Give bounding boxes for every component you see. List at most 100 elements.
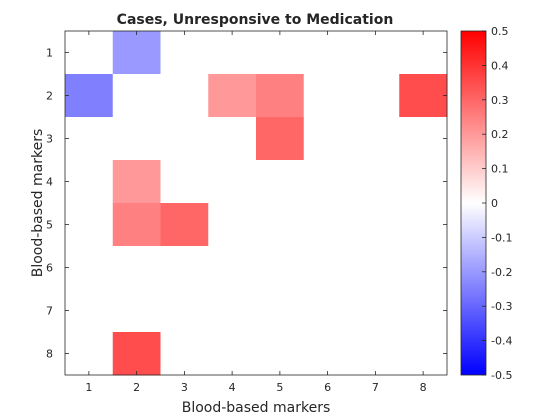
- heatmap-cell: [65, 289, 114, 333]
- heatmap-cell: [160, 246, 209, 290]
- heatmap-cell: [256, 160, 305, 204]
- colorbar-tick-label: 0.4: [491, 59, 509, 72]
- x-axis-label: Blood-based markers: [182, 400, 331, 416]
- heatmap-cell: [112, 117, 161, 161]
- heatmap-cell: [160, 332, 209, 376]
- y-tick-label: 3: [46, 133, 53, 146]
- heatmap-cell: [65, 246, 114, 290]
- y-axis: 1 2 3 4 5 6 7 8: [46, 47, 447, 361]
- heatmap-cell: [303, 289, 352, 333]
- heatmap-cell: [399, 117, 448, 161]
- heatmap-cell: [303, 160, 352, 204]
- colorbar-tick-label: -0.4: [491, 335, 512, 348]
- heatmap-cell: [399, 74, 448, 118]
- x-tick-label: 6: [324, 381, 331, 394]
- heatmap-cell: [160, 203, 209, 247]
- x-tick-label: 7: [372, 381, 379, 394]
- heatmap-cell: [112, 246, 161, 290]
- colorbar-tick-label: -0.3: [491, 300, 512, 313]
- heatmap-cell: [208, 31, 257, 75]
- colorbar-tick-label: -0.2: [491, 266, 512, 279]
- heatmap-cell: [112, 160, 161, 204]
- heatmap-cell: [65, 332, 114, 376]
- heatmap-cell: [303, 332, 352, 376]
- heatmap-cell: [303, 117, 352, 161]
- heatmap-cell: [303, 203, 352, 247]
- heatmap-cell: [208, 117, 257, 161]
- x-tick-label: 5: [276, 381, 283, 394]
- colorbar-tick-label: 0: [491, 197, 498, 210]
- y-axis-label: Blood-based markers: [30, 129, 46, 278]
- heatmap-cell: [399, 246, 448, 290]
- y-tick-label: 2: [46, 90, 53, 103]
- heatmap-cell: [351, 203, 400, 247]
- heatmap-cell: [256, 74, 305, 118]
- heatmap-cell: [65, 31, 114, 75]
- heatmap-cell: [208, 160, 257, 204]
- x-tick-label: 2: [133, 381, 140, 394]
- heatmap-cell: [399, 160, 448, 204]
- y-tick-label: 1: [46, 47, 53, 60]
- heatmap-cell: [160, 31, 209, 75]
- colorbar-ticks: -0.5 -0.4 -0.3 -0.2 -0.1 0 0.1 0.2 0.3 0.4 0.5: [482, 25, 512, 382]
- colorbar-tick-label: -0.1: [491, 231, 512, 244]
- y-tick-label: 5: [46, 219, 53, 232]
- colorbar-tick-label: 0.2: [491, 128, 509, 141]
- heatmap-cell: [256, 31, 305, 75]
- heatmap-cell: [399, 332, 448, 376]
- y-tick-label: 4: [46, 176, 53, 189]
- chart-title: Cases, Unresponsive to Medication: [117, 12, 394, 28]
- colorbar-tick-label: 0.3: [491, 94, 509, 107]
- heatmap-cell: [160, 117, 209, 161]
- heatmap-cells: [65, 31, 448, 376]
- heatmap-cell: [112, 203, 161, 247]
- heatmap-cell: [303, 74, 352, 118]
- heatmap-cell: [351, 246, 400, 290]
- heatmap-cell: [303, 31, 352, 75]
- heatmap-cell: [112, 332, 161, 376]
- y-tick-label: 6: [46, 262, 53, 275]
- heatmap-cell: [399, 203, 448, 247]
- heatmap-cell: [160, 160, 209, 204]
- heatmap-cell: [351, 332, 400, 376]
- heatmap-cell: [399, 289, 448, 333]
- heatmap-cell: [351, 117, 400, 161]
- heatmap-cell: [112, 31, 161, 75]
- x-tick-label: 4: [229, 381, 236, 394]
- y-tick-label: 8: [46, 348, 53, 361]
- x-axis: 1 2 3 4 5 6 7 8: [85, 31, 427, 394]
- heatmap-cell: [160, 74, 209, 118]
- colorbar-tick-label: -0.5: [491, 369, 512, 382]
- heatmap-cell: [351, 160, 400, 204]
- colorbar: [460, 30, 487, 376]
- heatmap-cell: [208, 332, 257, 376]
- heatmap-cell: [256, 203, 305, 247]
- heatmap-cell: [208, 289, 257, 333]
- heatmap-cell: [351, 289, 400, 333]
- heatmap-cell: [208, 246, 257, 290]
- heatmap-cell: [256, 246, 305, 290]
- heatmap-cell: [256, 332, 305, 376]
- x-tick-label: 3: [181, 381, 188, 394]
- heatmap-cell: [303, 246, 352, 290]
- colorbar-tick-label: 0.5: [491, 25, 509, 38]
- heatmap-cell: [160, 289, 209, 333]
- heatmap-cell: [208, 74, 257, 118]
- plot-axes-box: [64, 30, 448, 376]
- heatmap-cell: [399, 31, 448, 75]
- heatmap-cell: [256, 117, 305, 161]
- heatmap-cell: [112, 289, 161, 333]
- x-tick-label: 8: [420, 381, 427, 394]
- heatmap-cell: [65, 160, 114, 204]
- y-tick-label: 7: [46, 305, 53, 318]
- heatmap-cell: [256, 289, 305, 333]
- heatmap-cell: [65, 203, 114, 247]
- heatmap-cell: [65, 74, 114, 118]
- colorbar-tick-label: 0.1: [491, 163, 509, 176]
- x-tick-label: 1: [85, 381, 92, 394]
- heatmap-cell: [112, 74, 161, 118]
- heatmap-cell: [208, 203, 257, 247]
- heatmap-cell: [351, 31, 400, 75]
- heatmap-cell: [65, 117, 114, 161]
- heatmap-cell: [351, 74, 400, 118]
